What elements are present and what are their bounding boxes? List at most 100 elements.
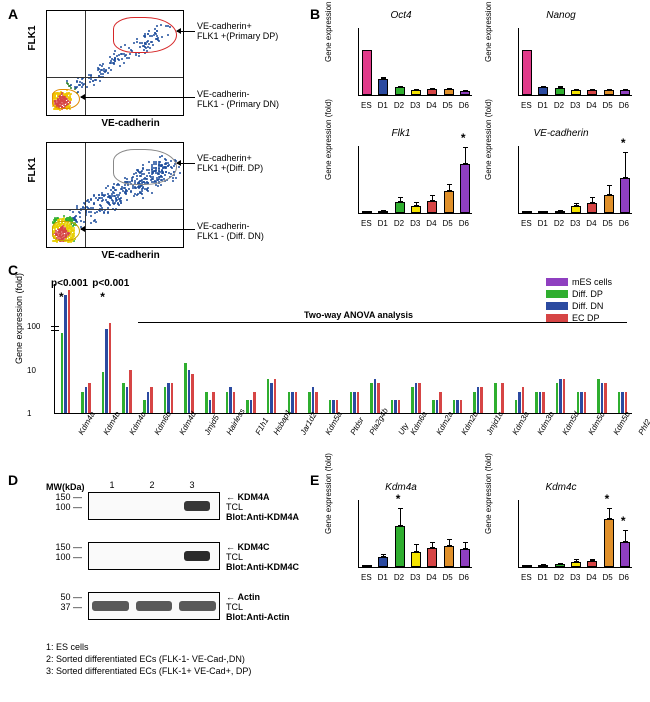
- scatter-dot: [99, 80, 101, 82]
- mw-markers: 50 —37 —: [50, 592, 82, 612]
- scatter-dot: [110, 197, 112, 199]
- panel-b-label: B: [310, 6, 320, 22]
- western-blot-row: 50 —37 — ← ActinTCLBlot:Anti-Actin: [10, 592, 310, 636]
- gene-group: [367, 283, 381, 413]
- legend-item: Diff. DP: [546, 288, 612, 300]
- gene-group: [140, 283, 154, 413]
- scatter-dot: [76, 81, 78, 83]
- bar: [411, 90, 421, 95]
- error-bar: [576, 559, 577, 562]
- scatter-dot: [115, 189, 117, 191]
- axis-x-ticks: ESD1D2D3D4D5D6: [358, 101, 472, 110]
- bar: [68, 290, 71, 413]
- chart-kdm4c: Kdm4c**Gene expression (fold)ESD1D2D3D4D…: [486, 482, 636, 586]
- gene-group: [470, 283, 484, 413]
- scatter-dot: [123, 62, 125, 64]
- panel-a-label: A: [8, 6, 18, 22]
- chart-title: Kdm4a: [326, 482, 476, 493]
- error-bar: [400, 197, 401, 202]
- scatter-dot: [86, 86, 88, 88]
- scatter-dot: [90, 215, 92, 217]
- error-bar: [416, 202, 417, 205]
- axis-x-ticks: ESD1D2D3D4D5D6: [358, 573, 472, 582]
- error-bar: [560, 86, 561, 88]
- scatter-dot: [118, 204, 120, 206]
- gene-group: [325, 283, 339, 413]
- scatter-dot: [103, 212, 105, 214]
- axis-y-label: Gene expression (fold): [324, 453, 333, 534]
- axis-x-ticks: ESD1D2D3D4D5D6: [518, 101, 632, 110]
- chart-flk1: Flk1*Gene expression (fold)ESD1D2D3D4D5D…: [326, 128, 476, 232]
- scatter-dot: [121, 58, 123, 60]
- scatter-dot: [119, 192, 121, 194]
- legend-swatch: [546, 278, 568, 286]
- scatter-dot: [117, 183, 119, 185]
- scatter-dot: [98, 197, 100, 199]
- axis-x-ticks: ESD1D2D3D4D5D6: [518, 573, 632, 582]
- scatter-dot: [61, 218, 63, 220]
- bar: [427, 548, 437, 567]
- scatter-dot: [101, 65, 103, 67]
- blot-annotation: ← ActinTCLBlot:Anti-Actin: [226, 592, 289, 622]
- pvalue-label: p<0.001: [51, 278, 88, 289]
- scatter-dot: [53, 108, 55, 110]
- error-bar: [576, 89, 577, 90]
- gene-group: [346, 283, 360, 413]
- gene-group: [387, 283, 401, 413]
- bar: [555, 211, 565, 213]
- legend-swatch: [546, 314, 568, 322]
- bar: [522, 211, 532, 213]
- western-blot-row: 150 —100 —← KDM4CTCLBlot:Anti-KDM4C: [10, 542, 310, 586]
- error-bar: [383, 77, 384, 79]
- panel-b: Oct4Gene expression (fold)ESD1D2D3D4D5D6…: [326, 10, 644, 232]
- scatter-dot: [119, 65, 121, 67]
- bar: [444, 89, 454, 95]
- axis-y-label: FLK1: [27, 158, 38, 183]
- bar: [105, 329, 108, 413]
- chart-title: Oct4: [326, 10, 476, 21]
- axis-x-label: VE-cadherin: [101, 250, 159, 261]
- chart-title: Flk1: [326, 128, 476, 139]
- error-bar: [449, 184, 450, 192]
- error-bar: [400, 508, 401, 527]
- gene-group: [429, 283, 443, 413]
- error-bar: [609, 185, 610, 195]
- axis-y-label: Gene expression (fold): [484, 0, 493, 62]
- scatter-dot: [94, 219, 96, 221]
- bar: [444, 191, 454, 213]
- error-bar: [609, 89, 610, 90]
- bar: [604, 90, 614, 95]
- blot-band: [184, 501, 210, 511]
- scatter-dot: [105, 187, 107, 189]
- scatter-dot: [86, 206, 88, 208]
- chart-plot: *: [358, 146, 472, 214]
- significance-star: *: [396, 492, 401, 506]
- legend-swatch: [546, 302, 568, 310]
- chart-ve-cadherin: VE-cadherin*Gene expression (fold)ESD1D2…: [486, 128, 636, 232]
- panel-e: Kdm4a*Gene expression (fold)ESD1D2D3D4D5…: [326, 482, 644, 586]
- error-bar: [367, 211, 368, 212]
- error-bar: [592, 90, 593, 91]
- bar: [362, 565, 372, 567]
- ytick: 1: [27, 409, 31, 418]
- scatter-top: FLK1 VE-cadherin VE-cadherin+FLK1 +(Prim…: [46, 10, 184, 116]
- bar: [378, 79, 388, 95]
- chart-oct4: Oct4Gene expression (fold)ESD1D2D3D4D5D6: [326, 10, 476, 114]
- gate-dn: [52, 221, 80, 241]
- chart-plot: *: [518, 146, 632, 214]
- scatter-dot: [102, 63, 104, 65]
- bar: [538, 565, 548, 567]
- blot-band: [136, 601, 173, 611]
- lane-legend-line: 1: ES cells: [46, 642, 310, 652]
- panel-e-label: E: [310, 472, 319, 488]
- bar: [395, 202, 405, 213]
- scatter-dot: [88, 201, 90, 203]
- scatter-dot: [104, 194, 106, 196]
- error-bar: [543, 86, 544, 87]
- gene-group: [491, 283, 505, 413]
- error-bar: [609, 508, 610, 520]
- scatter-dot: [93, 203, 95, 205]
- scatter-dot: [138, 187, 140, 189]
- blot-band: [179, 601, 216, 611]
- scatter-dot: [113, 183, 115, 185]
